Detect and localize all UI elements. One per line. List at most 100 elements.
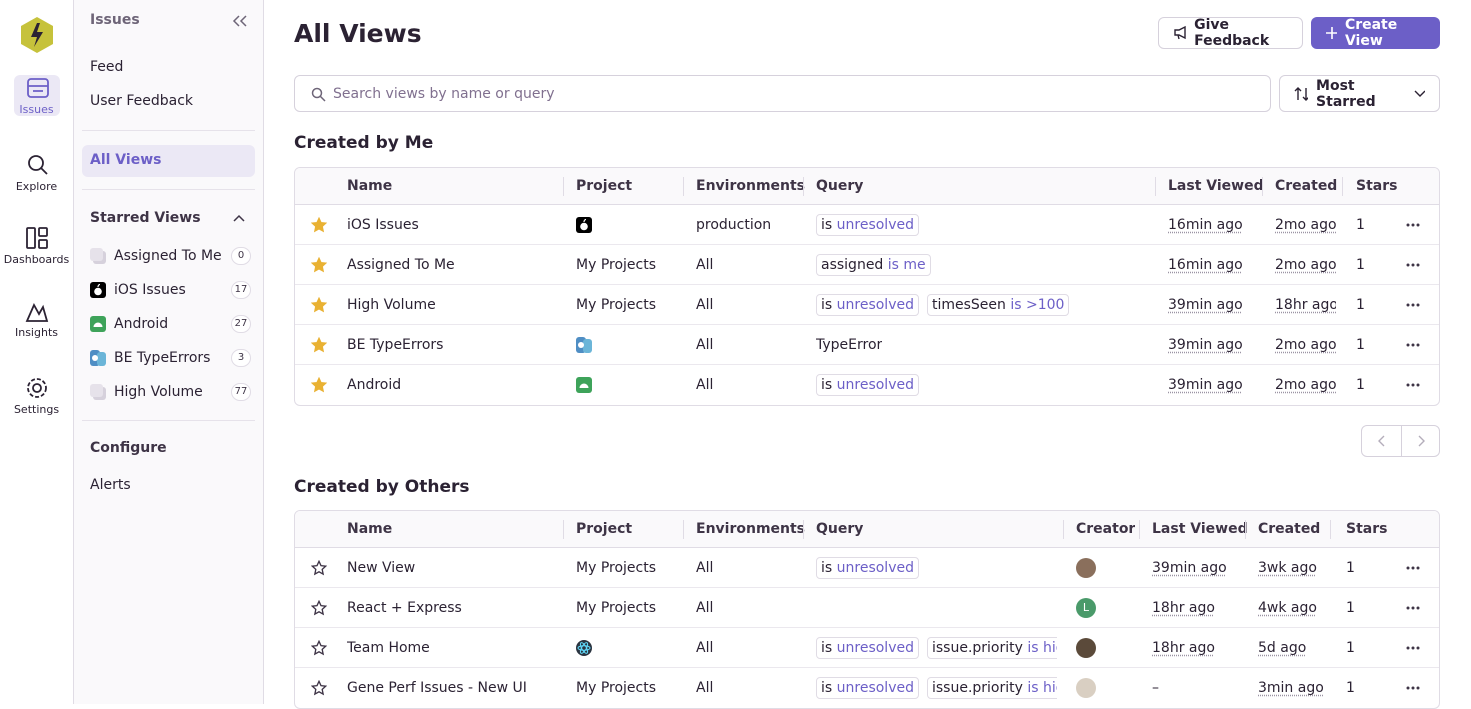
chevron[interactable]	[232, 213, 246, 223]
star-toggle[interactable]	[311, 668, 327, 708]
project-icon	[576, 337, 592, 353]
avatar: L	[1076, 598, 1096, 618]
last_viewed: 16min ago	[1168, 257, 1243, 273]
created: 3min ago	[1258, 680, 1324, 696]
search-icon	[311, 87, 326, 102]
table-row[interactable]: React + ExpressMy ProjectsAllL18hr ago4w…	[295, 588, 1439, 628]
table-row[interactable]: BE TypeErrorsAllTypeError39min ago2mo ag…	[295, 325, 1439, 365]
stars: 1	[1346, 640, 1355, 656]
query-token: issue.priority is high	[927, 637, 1057, 659]
label: Create View	[1345, 17, 1426, 49]
pagination	[1361, 425, 1440, 457]
starred-item[interactable]: Assigned To Me0	[74, 247, 263, 267]
star-toggle[interactable]	[311, 548, 327, 587]
divider	[82, 189, 255, 190]
table-row[interactable]: Assigned To MeMy ProjectsAllassigned is …	[295, 245, 1439, 285]
environment: All	[696, 640, 713, 656]
table-row[interactable]: Team HomeAllis unresolvedissue.priority …	[295, 628, 1439, 668]
nav-item[interactable]: Issues	[0, 76, 73, 116]
collapse-button[interactable]	[232, 14, 248, 28]
star-toggle[interactable]	[311, 285, 327, 324]
label: Most Starred	[1316, 78, 1406, 110]
nav-icon	[0, 376, 73, 403]
nav-item[interactable]: Settings	[0, 376, 73, 416]
next-button[interactable]	[1415, 435, 1427, 447]
last_viewed-cell: 39min ago	[1168, 285, 1243, 324]
row-actions[interactable]	[1405, 668, 1421, 708]
created: 2mo ago	[1275, 377, 1336, 393]
row-actions[interactable]	[1405, 548, 1421, 587]
star-toggle[interactable]	[311, 245, 327, 284]
environment: production	[696, 217, 771, 233]
project-cell	[576, 365, 592, 405]
sidebar-link[interactable]: Alerts	[90, 477, 131, 493]
create-button[interactable]: Create View	[1311, 17, 1440, 49]
row-actions[interactable]	[1405, 365, 1421, 405]
column-divider	[1245, 520, 1246, 539]
row-actions[interactable]	[1405, 285, 1421, 324]
last_viewed: 39min ago	[1168, 337, 1243, 353]
logo[interactable]	[21, 17, 53, 53]
row-actions[interactable]	[1405, 588, 1421, 627]
table-row[interactable]: Gene Perf Issues - New UIMy ProjectsAlli…	[295, 668, 1439, 708]
star-toggle[interactable]	[311, 325, 327, 364]
starred-item[interactable]: Android27	[74, 315, 263, 335]
nav-item[interactable]: Insights	[0, 299, 73, 339]
project-icon	[576, 217, 592, 233]
row-actions[interactable]	[1405, 245, 1421, 284]
created: 2mo ago	[1275, 257, 1336, 273]
row-actions[interactable]	[1405, 205, 1421, 244]
token-key: assigned	[821, 257, 883, 273]
environment: All	[696, 257, 713, 273]
query-token: is unresolved	[816, 637, 919, 659]
token-value: unresolved	[837, 217, 914, 233]
star-toggle[interactable]	[311, 588, 327, 627]
star-toggle[interactable]	[311, 205, 327, 244]
starred-count: 77	[231, 383, 251, 401]
column-divider	[563, 520, 564, 539]
search-input[interactable]: Search views by name or query	[294, 75, 1271, 112]
prev-button[interactable]	[1376, 435, 1388, 447]
query-cell: assigned is me	[816, 245, 939, 284]
feedback-button[interactable]: Give Feedback	[1158, 17, 1303, 49]
icon	[1325, 26, 1337, 40]
starred-item[interactable]: iOS Issues17	[74, 281, 263, 301]
sort-dropdown[interactable]: Most Starred	[1279, 75, 1440, 112]
starred-title[interactable]: Starred Views	[90, 210, 201, 226]
query-token: is unresolved	[816, 294, 919, 316]
name: BE TypeErrors	[347, 337, 443, 353]
column-divider	[803, 177, 804, 196]
column-header: Stars	[1346, 511, 1387, 547]
project-icon	[576, 377, 592, 393]
starred-item[interactable]: BE TypeErrors3	[74, 349, 263, 369]
star-toggle[interactable]	[311, 365, 327, 405]
sidebar-link[interactable]: Feed	[90, 59, 123, 75]
last_viewed: 18hr ago	[1152, 600, 1215, 616]
sidebar-link[interactable]: User Feedback	[90, 93, 193, 109]
project-icon	[576, 640, 592, 656]
created: 2mo ago	[1275, 337, 1336, 353]
table-row[interactable]: AndroidAllis unresolved39min ago2mo ago1	[295, 365, 1439, 405]
table-row[interactable]: New ViewMy ProjectsAllis unresolved39min…	[295, 548, 1439, 588]
active-link[interactable]: All Views	[90, 152, 161, 168]
table-row[interactable]: High VolumeMy ProjectsAllis unresolvedti…	[295, 285, 1439, 325]
nav-item[interactable]: Dashboards	[0, 226, 73, 266]
table-row[interactable]: iOS Issuesproductionis unresolved16min a…	[295, 205, 1439, 245]
nav-item[interactable]: Explore	[0, 153, 73, 193]
star-toggle[interactable]	[311, 628, 327, 667]
nav-rail: Issues Explore Dashboards Insights Settings	[0, 0, 74, 704]
starred-item[interactable]: High Volume77	[74, 383, 263, 403]
name: Android	[347, 377, 401, 393]
query-token: is unresolved	[816, 374, 919, 396]
row-actions[interactable]	[1405, 628, 1421, 667]
created-cell: 3min ago	[1258, 668, 1324, 708]
label: Give Feedback	[1194, 17, 1288, 49]
project-name: My Projects	[576, 560, 656, 576]
column-header: Last Viewed	[1152, 511, 1248, 547]
row-actions[interactable]	[1405, 325, 1421, 364]
last_viewed-cell: 16min ago	[1168, 245, 1243, 284]
column-divider	[803, 520, 804, 539]
configure-title: Configure	[90, 440, 167, 456]
project-cell	[576, 628, 592, 667]
